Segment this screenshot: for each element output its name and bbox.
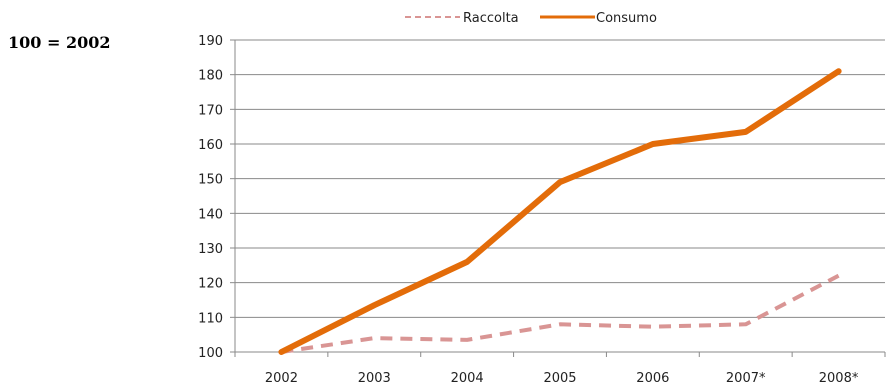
series-line-consumo [278, 68, 842, 355]
y-tick-label: 110 [198, 311, 223, 326]
series-lines [278, 68, 842, 355]
y-tick-label: 180 [198, 69, 223, 84]
y-tick-label: 190 [198, 34, 223, 49]
legend-label-consumo: Consumo [596, 11, 657, 26]
y-tick-label: 160 [198, 138, 223, 153]
x-tick-label: 2004 [451, 371, 484, 386]
y-tick-label: 100 [198, 346, 223, 361]
x-tick-label: 2008* [819, 371, 859, 386]
series-line-raccolta [281, 273, 840, 354]
y-tick-label: 170 [198, 103, 223, 118]
x-axis: 2002 2003 2004 2005 2006 2007* 2008* [234, 351, 886, 386]
base-year-note: 100 = 2002 [8, 33, 110, 52]
y-axis: 100 110 120 130 140 150 160 170 180 190 [198, 34, 236, 361]
x-tick-label: 2006 [636, 371, 669, 386]
x-tick-label: 2005 [543, 371, 576, 386]
gridlines [235, 39, 885, 318]
y-tick-label: 130 [198, 242, 223, 257]
y-tick-label: 150 [198, 173, 223, 188]
x-tick-label: 2007* [726, 371, 766, 386]
x-tick-label: 2002 [265, 371, 298, 386]
x-tick-label: 2003 [358, 371, 391, 386]
y-tick-label: 120 [198, 277, 223, 292]
y-tick-label: 140 [198, 207, 223, 222]
chart-legend: Raccolta Consumo [405, 11, 657, 26]
legend-label-raccolta: Raccolta [463, 11, 519, 26]
